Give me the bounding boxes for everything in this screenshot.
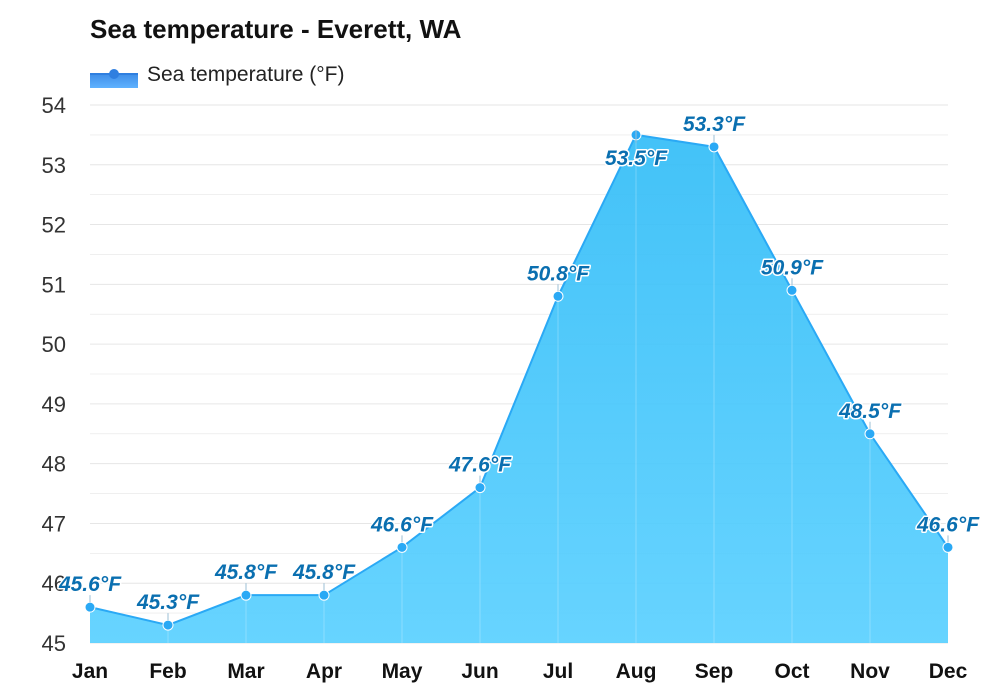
x-tick-label: Oct (774, 660, 809, 683)
data-point (552, 290, 564, 302)
chart-title: Sea temperature - Everett, WA (90, 14, 462, 44)
data-point (864, 428, 876, 440)
series-line (89, 133, 949, 627)
y-tick-label: 54 (42, 93, 66, 118)
y-tick-label: 48 (42, 452, 66, 477)
x-tick-label: Dec (929, 660, 968, 683)
data-point (708, 141, 720, 153)
legend-swatch (90, 62, 138, 88)
data-label: 47.6°F (448, 454, 512, 477)
data-label: 45.8°F (292, 561, 356, 584)
y-tick-label: 50 (42, 332, 66, 357)
data-label: 46.6°F (916, 513, 980, 536)
data-label: 53.3°F (683, 113, 746, 136)
data-label: 46.6°F (370, 513, 434, 536)
y-tick-label: 45 (42, 631, 66, 656)
data-point (162, 619, 174, 631)
data-point (84, 601, 96, 613)
data-point (240, 589, 252, 601)
y-tick-label: 46 (42, 571, 66, 596)
x-tick-label: Mar (227, 660, 264, 683)
legend-label: Sea temperature (°F) (147, 63, 345, 86)
x-tick-label: Nov (850, 660, 890, 683)
x-tick-label: Apr (306, 660, 342, 683)
data-point (474, 482, 486, 494)
x-tick-label: Jan (72, 660, 108, 683)
x-tick-label: Aug (616, 660, 657, 683)
x-tick-label: Feb (149, 660, 186, 683)
data-label: 45.8°F (214, 561, 278, 584)
data-point (786, 284, 798, 296)
x-tick-label: Jul (543, 660, 573, 683)
y-tick-label: 53 (42, 153, 66, 178)
data-point (318, 589, 330, 601)
x-tick-label: Jun (461, 660, 498, 683)
data-label: 53.5°F (605, 147, 668, 170)
data-point (942, 541, 954, 553)
x-tick-label: Sep (695, 660, 734, 683)
x-tick-label: May (382, 660, 423, 683)
data-point (396, 541, 408, 553)
y-tick-label: 47 (42, 511, 66, 536)
data-label: 45.3°F (136, 591, 200, 614)
y-tick-label: 49 (42, 392, 66, 417)
data-label: 45.6°F (58, 573, 122, 596)
data-label: 50.8°F (527, 262, 590, 285)
y-tick-label: 52 (42, 213, 66, 238)
y-tick-label: 51 (42, 272, 66, 297)
legend[interactable]: Sea temperature (°F) (90, 60, 344, 90)
area-fill (90, 134, 948, 643)
data-label: 50.9°F (761, 256, 824, 279)
data-label: 48.5°F (838, 400, 902, 423)
